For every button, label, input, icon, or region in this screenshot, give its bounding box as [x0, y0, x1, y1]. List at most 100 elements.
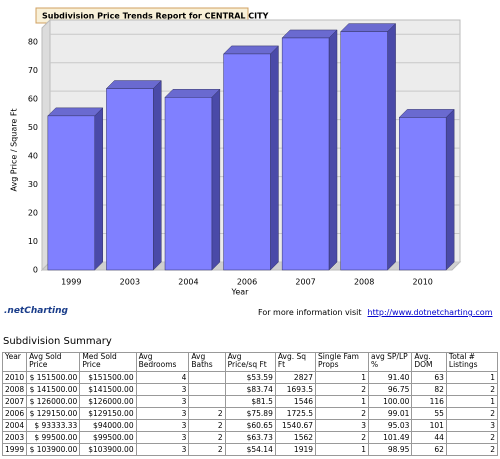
table-row: 2007 $ 126000.00 $126000.00 3 $81.5 1546 1 100.…	[1, 395, 499, 408]
table-cell: 1562	[274, 431, 317, 444]
table-cell: 82	[411, 383, 447, 396]
table-cell: 2004	[1, 419, 28, 432]
chart-title: Subdivision Price Trends Report for CENT…	[42, 12, 269, 21]
table-cell: 2007	[1, 395, 28, 408]
bar-side	[211, 88, 221, 271]
table-cell: 1	[445, 371, 499, 384]
bar-top	[164, 89, 221, 98]
table-row: 2008 $ 141500.00 $141500.00 3 $83.74 1693.5 2 9…	[1, 383, 499, 396]
bar	[340, 31, 388, 271]
y-tick-label: 10	[28, 237, 38, 246]
column-header: Avg Price/sq Ft	[224, 352, 276, 372]
table-cell: 44	[411, 431, 447, 444]
table-cell: 1540.67	[274, 419, 317, 432]
bar-top	[340, 23, 397, 32]
x-tick-label: 2010	[413, 278, 433, 287]
table-row: 2006 $ 129150.00 $129150.00 3 2 $75.89 1725.5 2…	[1, 407, 499, 420]
table-cell: $ 103900.00	[26, 443, 81, 456]
table-cell: 2	[445, 431, 499, 444]
chart: Subdivision Price Trends Report for CENT…	[9, 7, 462, 297]
y-tick-label: 60	[28, 95, 38, 104]
table-cell: 2	[315, 431, 369, 444]
table-cell: 101.49	[367, 431, 413, 444]
info-text: For more information visit	[258, 308, 362, 317]
table-cell: 95.03	[367, 419, 413, 432]
table-cell: $129150.00	[79, 407, 137, 420]
bar	[281, 37, 330, 271]
table-cell: $94000.00	[79, 419, 137, 432]
table-cell: $141500.00	[79, 383, 137, 396]
table-cell	[188, 383, 226, 396]
table-cell: $103900.00	[79, 443, 137, 456]
table-cell: 1	[315, 371, 369, 384]
table-cell: 3	[135, 431, 190, 444]
bar	[164, 97, 213, 271]
bar-top	[281, 29, 338, 39]
table-cell: 1919	[274, 443, 317, 456]
table-cell: $ 93333.33	[26, 419, 81, 432]
table-cell: 3	[315, 419, 369, 432]
x-tick-label: 2008	[354, 278, 374, 287]
table-cell: 62	[411, 443, 447, 456]
table-cell: 3	[135, 419, 190, 432]
table-cell: $ 126000.00	[26, 395, 81, 408]
table-cell: 2	[188, 431, 226, 444]
table-cell: $126000.00	[79, 395, 137, 408]
x-axis-label: Year	[231, 288, 250, 297]
footer: .netCharting For more information visit h…	[0, 304, 500, 322]
table-cell: 1546	[274, 395, 317, 408]
table-cell: 2	[188, 419, 226, 432]
column-header: Avg. Sq Ft	[274, 352, 317, 372]
y-tick-label: 40	[28, 152, 38, 161]
table-cell: $ 141500.00	[26, 383, 81, 396]
x-tick-label: 2007	[295, 278, 315, 287]
link[interactable]: http://www.dotnetcharting.com	[367, 308, 493, 317]
bar-side	[387, 22, 396, 271]
table-row: 2003 $ 99500.00 $99500.00 3 2 $63.73 1562 2 101.…	[1, 431, 499, 444]
table-cell: 99.01	[367, 407, 413, 420]
bar-top	[398, 109, 455, 118]
bar-side	[270, 45, 279, 271]
column-header: Med Sold Price	[79, 352, 137, 372]
table-cell: 1	[315, 443, 369, 456]
y-axis-label: Avg Price / Square Ft	[10, 108, 19, 191]
table-cell: 4	[135, 371, 190, 384]
table-cell: 3	[135, 407, 190, 420]
table-cell: $60.65	[224, 419, 276, 432]
header-row: Year Avg Sold Price Med Sold Price Avg Bedr…	[1, 352, 499, 372]
x-tick-label: 2003	[120, 278, 140, 287]
table-cell: 63	[411, 371, 447, 384]
bar-top	[47, 107, 104, 117]
y-tick-label: 0	[33, 266, 38, 275]
table-cell: 2	[188, 407, 226, 420]
table-cell: 2010	[1, 371, 28, 384]
table-cell: 1999	[1, 443, 28, 456]
table-cell: 116	[411, 395, 447, 408]
bar	[47, 115, 95, 271]
table-cell: 3	[135, 443, 190, 456]
table-cell: 2	[315, 383, 369, 396]
table-cell: 98.95	[367, 443, 413, 456]
table-cell: $63.73	[224, 431, 276, 444]
table-cell: 2006	[1, 407, 28, 420]
table-cell: $53.59	[224, 371, 276, 384]
table-cell: 101	[411, 419, 447, 432]
bar-side	[445, 108, 455, 271]
summary-table: Year Avg Sold Price Med Sold Price Avg Bedr…	[1, 352, 499, 456]
table-cell: 1725.5	[274, 407, 317, 420]
table-cell: 1693.5	[274, 383, 317, 396]
y-tick-label: 20	[28, 209, 38, 218]
table-cell: $75.89	[224, 407, 276, 420]
bar-top	[222, 45, 280, 55]
y-tick-label: 80	[28, 38, 38, 47]
table-cell	[188, 371, 226, 384]
x-tick-label: 2006	[237, 278, 257, 287]
table-cell: 55	[411, 407, 447, 420]
table-cell: 3	[445, 419, 499, 432]
bar-side	[153, 79, 162, 271]
table-cell: 96.75	[367, 383, 413, 396]
column-header: Avg Baths	[188, 352, 226, 372]
table-cell: 2	[445, 383, 499, 396]
table-cell: $ 129150.00	[26, 407, 81, 420]
